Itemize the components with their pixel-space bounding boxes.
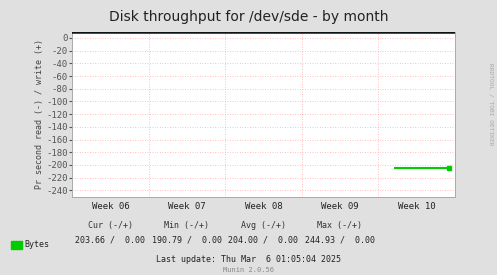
Text: Bytes: Bytes — [25, 240, 50, 249]
Text: Cur (-/+): Cur (-/+) — [88, 221, 133, 230]
Text: Max (-/+): Max (-/+) — [318, 221, 362, 230]
Text: RRDTOOL / TOBI OETIKER: RRDTOOL / TOBI OETIKER — [488, 63, 493, 146]
Text: Week 07: Week 07 — [168, 202, 206, 211]
Text: Week 08: Week 08 — [245, 202, 282, 211]
Text: Avg (-/+): Avg (-/+) — [241, 221, 286, 230]
Text: Week 10: Week 10 — [398, 202, 435, 211]
Text: 203.66 /  0.00: 203.66 / 0.00 — [76, 235, 145, 244]
Text: 190.79 /  0.00: 190.79 / 0.00 — [152, 235, 222, 244]
Text: Munin 2.0.56: Munin 2.0.56 — [223, 267, 274, 273]
Text: 204.00 /  0.00: 204.00 / 0.00 — [229, 235, 298, 244]
Text: 244.93 /  0.00: 244.93 / 0.00 — [305, 235, 375, 244]
Y-axis label: Pr second read (-) / write (+): Pr second read (-) / write (+) — [35, 39, 44, 189]
Text: Disk throughput for /dev/sde - by month: Disk throughput for /dev/sde - by month — [109, 10, 388, 24]
Text: Min (-/+): Min (-/+) — [165, 221, 209, 230]
Text: Week 06: Week 06 — [91, 202, 129, 211]
Text: Last update: Thu Mar  6 01:05:04 2025: Last update: Thu Mar 6 01:05:04 2025 — [156, 255, 341, 264]
Text: Week 09: Week 09 — [321, 202, 359, 211]
